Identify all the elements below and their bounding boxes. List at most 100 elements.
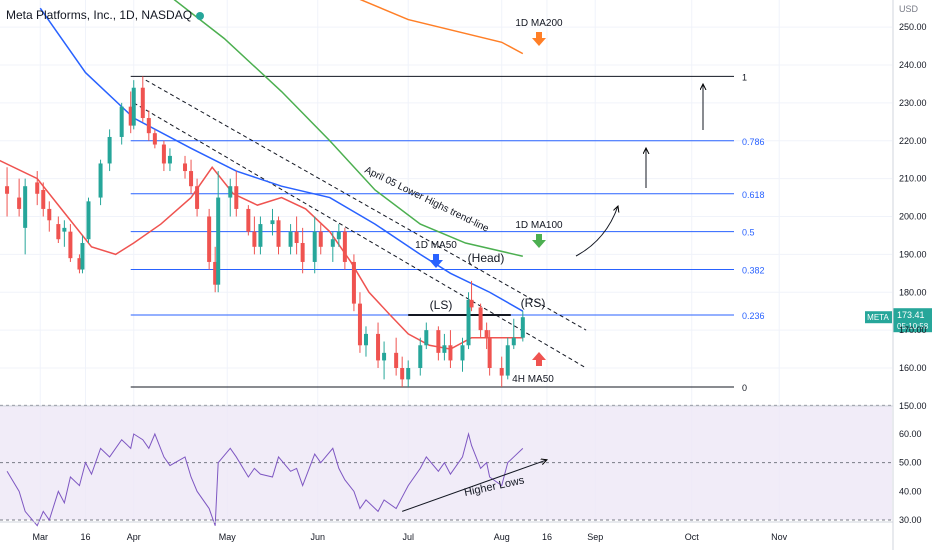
candle-body — [376, 333, 381, 361]
fib-label: 0.618 — [742, 190, 765, 200]
rsi-tick-label: 60.00 — [899, 429, 922, 439]
candle-body — [228, 186, 233, 198]
rsi-tick-label: 30.00 — [899, 515, 922, 525]
candle-body — [469, 299, 474, 308]
x-tick-label: Oct — [685, 532, 700, 542]
ma-1d50-label: 1D MA50 — [415, 240, 457, 251]
candle-body — [189, 171, 194, 187]
ma100-arrow — [532, 234, 546, 248]
symbol-tag — [865, 311, 892, 324]
fib-label: 0.5 — [742, 228, 755, 238]
rsi-line — [6, 432, 524, 527]
candle-body — [23, 186, 28, 228]
y-tick-label: 150.00 — [899, 401, 927, 411]
ma100-label: 1D MA100 — [515, 220, 563, 231]
chart-title: Meta Platforms, Inc., 1D, NASDAQ — [6, 8, 205, 22]
candle-body — [406, 368, 411, 380]
candle-body — [442, 345, 447, 353]
trendline — [133, 102, 587, 369]
x-tick-label: Apr — [127, 532, 141, 542]
candle-body — [152, 133, 157, 145]
trendline-label: April 05 Lower Highs trend-line — [363, 165, 491, 235]
candle-body — [258, 224, 263, 247]
candle-body — [288, 231, 293, 247]
y-tick-label: 210.00 — [899, 174, 927, 184]
candle-body — [216, 197, 221, 285]
right-shoulder-label: (RS) — [521, 296, 546, 310]
candle-body — [86, 201, 91, 240]
candle-body — [336, 231, 341, 240]
market-status-dot — [196, 11, 205, 20]
candle-body — [511, 337, 516, 346]
candle-body — [499, 368, 504, 376]
candle-body — [342, 231, 347, 262]
candle-body — [128, 106, 133, 126]
y-tick-label: 200.00 — [899, 212, 927, 222]
ma-4h50-arrow — [532, 352, 546, 366]
candle-body — [276, 220, 281, 247]
rsi-tick-label: 40.00 — [899, 486, 922, 496]
y-tick-label: 160.00 — [899, 363, 927, 373]
candle-body — [107, 136, 112, 164]
x-tick-label: Sep — [587, 532, 603, 542]
candle-body — [131, 87, 136, 126]
candlesticks — [5, 76, 525, 387]
target-arrow — [575, 206, 618, 257]
price-tag — [893, 308, 932, 333]
candle-body — [213, 261, 218, 285]
trendline — [145, 79, 587, 331]
x-tick-label: Aug — [494, 532, 510, 542]
candle-body — [460, 345, 465, 361]
candle-body — [56, 224, 61, 240]
candle-body — [357, 303, 362, 346]
candle-body — [207, 216, 212, 262]
y-tick-label: 170.00 — [899, 325, 927, 335]
candle-body — [195, 186, 200, 209]
candle-body — [520, 317, 525, 338]
moving-average-line — [359, 0, 524, 55]
symbol-tag-text: META — [867, 313, 889, 322]
candle-body — [146, 118, 151, 134]
candle-body — [17, 197, 22, 209]
candle-body — [167, 155, 172, 164]
candle-body — [448, 345, 453, 361]
fib-label: 0.236 — [742, 311, 765, 321]
y-tick-label: 190.00 — [899, 249, 927, 259]
candle-body — [382, 352, 387, 361]
candle-body — [270, 220, 275, 225]
candle-body — [351, 261, 356, 304]
candle-body — [119, 106, 124, 137]
currency-label: USD — [899, 4, 919, 14]
moving-average-line — [173, 0, 523, 257]
candle-body — [252, 231, 257, 247]
candle-body — [47, 208, 52, 221]
y-tick-label: 230.00 — [899, 98, 927, 108]
y-tick-label: 180.00 — [899, 287, 927, 297]
candle-body — [62, 227, 67, 232]
fib-label: 0.786 — [742, 137, 765, 147]
candle-body — [478, 307, 483, 331]
y-tick-label: 240.00 — [899, 60, 927, 70]
candle-body — [68, 231, 73, 259]
candle-body — [161, 144, 166, 164]
x-tick-label: May — [219, 532, 237, 542]
y-tick-label: 250.00 — [899, 22, 927, 32]
annotations: 1D MA200 1D MA100 1D MA50 4H MA50 (Head) (LS)… — [415, 18, 932, 385]
price-tag-value: 173.41 — [897, 310, 925, 320]
x-tick-label: Nov — [771, 532, 788, 542]
candle-body — [312, 231, 317, 262]
rsi-tick-label: 50.00 — [899, 458, 922, 468]
fib-label: 0 — [742, 383, 747, 393]
candle-body — [424, 330, 429, 346]
candle-body — [484, 330, 489, 338]
chart-title-text: Meta Platforms, Inc., 1D, NASDAQ — [6, 8, 193, 22]
candle-body — [300, 243, 305, 262]
candle-body — [505, 345, 510, 376]
candle-body — [140, 87, 145, 119]
moving-averages — [0, 0, 524, 350]
y-tick-label: 220.00 — [899, 136, 927, 146]
candle-body — [41, 189, 46, 209]
candle-body — [35, 182, 40, 194]
candle-body — [5, 186, 10, 194]
